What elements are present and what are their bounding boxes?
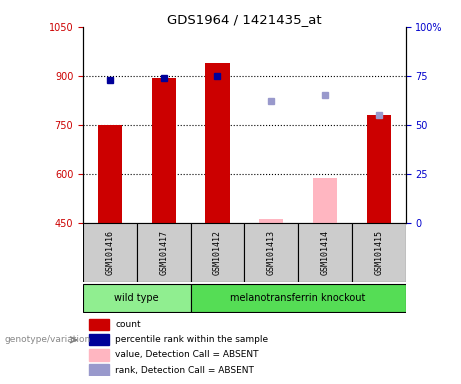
Text: rank, Detection Call = ABSENT: rank, Detection Call = ABSENT: [115, 366, 254, 374]
Bar: [152, 78, 176, 223]
Text: GSM101417: GSM101417: [159, 230, 168, 275]
Bar: [190, 223, 244, 282]
Bar: [89, 319, 109, 330]
Bar: [205, 63, 230, 223]
Text: genotype/variation: genotype/variation: [5, 335, 91, 344]
Text: GSM101412: GSM101412: [213, 230, 222, 275]
Text: wild type: wild type: [114, 293, 159, 303]
Bar: [89, 349, 109, 361]
Text: value, Detection Call = ABSENT: value, Detection Call = ABSENT: [115, 351, 259, 359]
Text: GSM101415: GSM101415: [374, 230, 383, 275]
Bar: [352, 223, 406, 282]
Text: count: count: [115, 320, 141, 329]
Bar: [137, 223, 190, 282]
Title: GDS1964 / 1421435_at: GDS1964 / 1421435_at: [167, 13, 322, 26]
Bar: [98, 125, 122, 223]
Text: percentile rank within the sample: percentile rank within the sample: [115, 335, 268, 344]
Text: GSM101413: GSM101413: [267, 230, 276, 275]
Bar: [89, 334, 109, 346]
Bar: [190, 283, 406, 312]
Bar: [83, 283, 190, 312]
Text: GSM101414: GSM101414: [320, 230, 330, 275]
Bar: [259, 218, 284, 223]
Bar: [313, 178, 337, 223]
Text: GSM101416: GSM101416: [106, 230, 114, 275]
Bar: [298, 223, 352, 282]
Bar: [89, 364, 109, 376]
Bar: [366, 115, 391, 223]
Bar: [83, 223, 137, 282]
Bar: [244, 223, 298, 282]
Text: melanotransferrin knockout: melanotransferrin knockout: [230, 293, 366, 303]
